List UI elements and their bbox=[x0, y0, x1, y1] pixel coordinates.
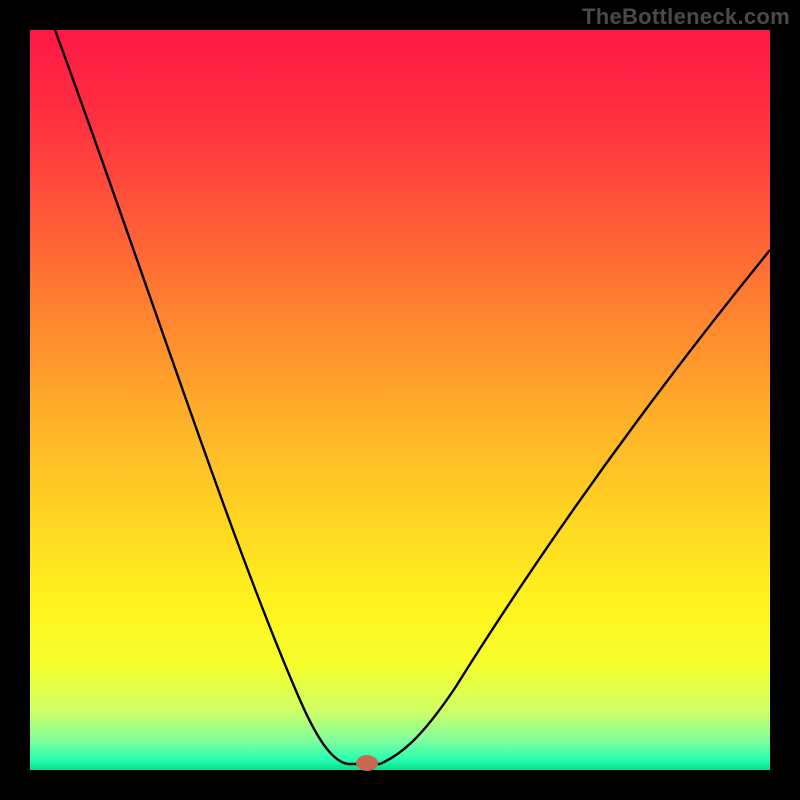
chart-container: TheBottleneck.com bbox=[0, 0, 800, 800]
plot-background bbox=[30, 30, 770, 770]
watermark-text: TheBottleneck.com bbox=[582, 4, 790, 30]
optimum-marker bbox=[356, 755, 378, 771]
bottleneck-chart bbox=[0, 0, 800, 800]
